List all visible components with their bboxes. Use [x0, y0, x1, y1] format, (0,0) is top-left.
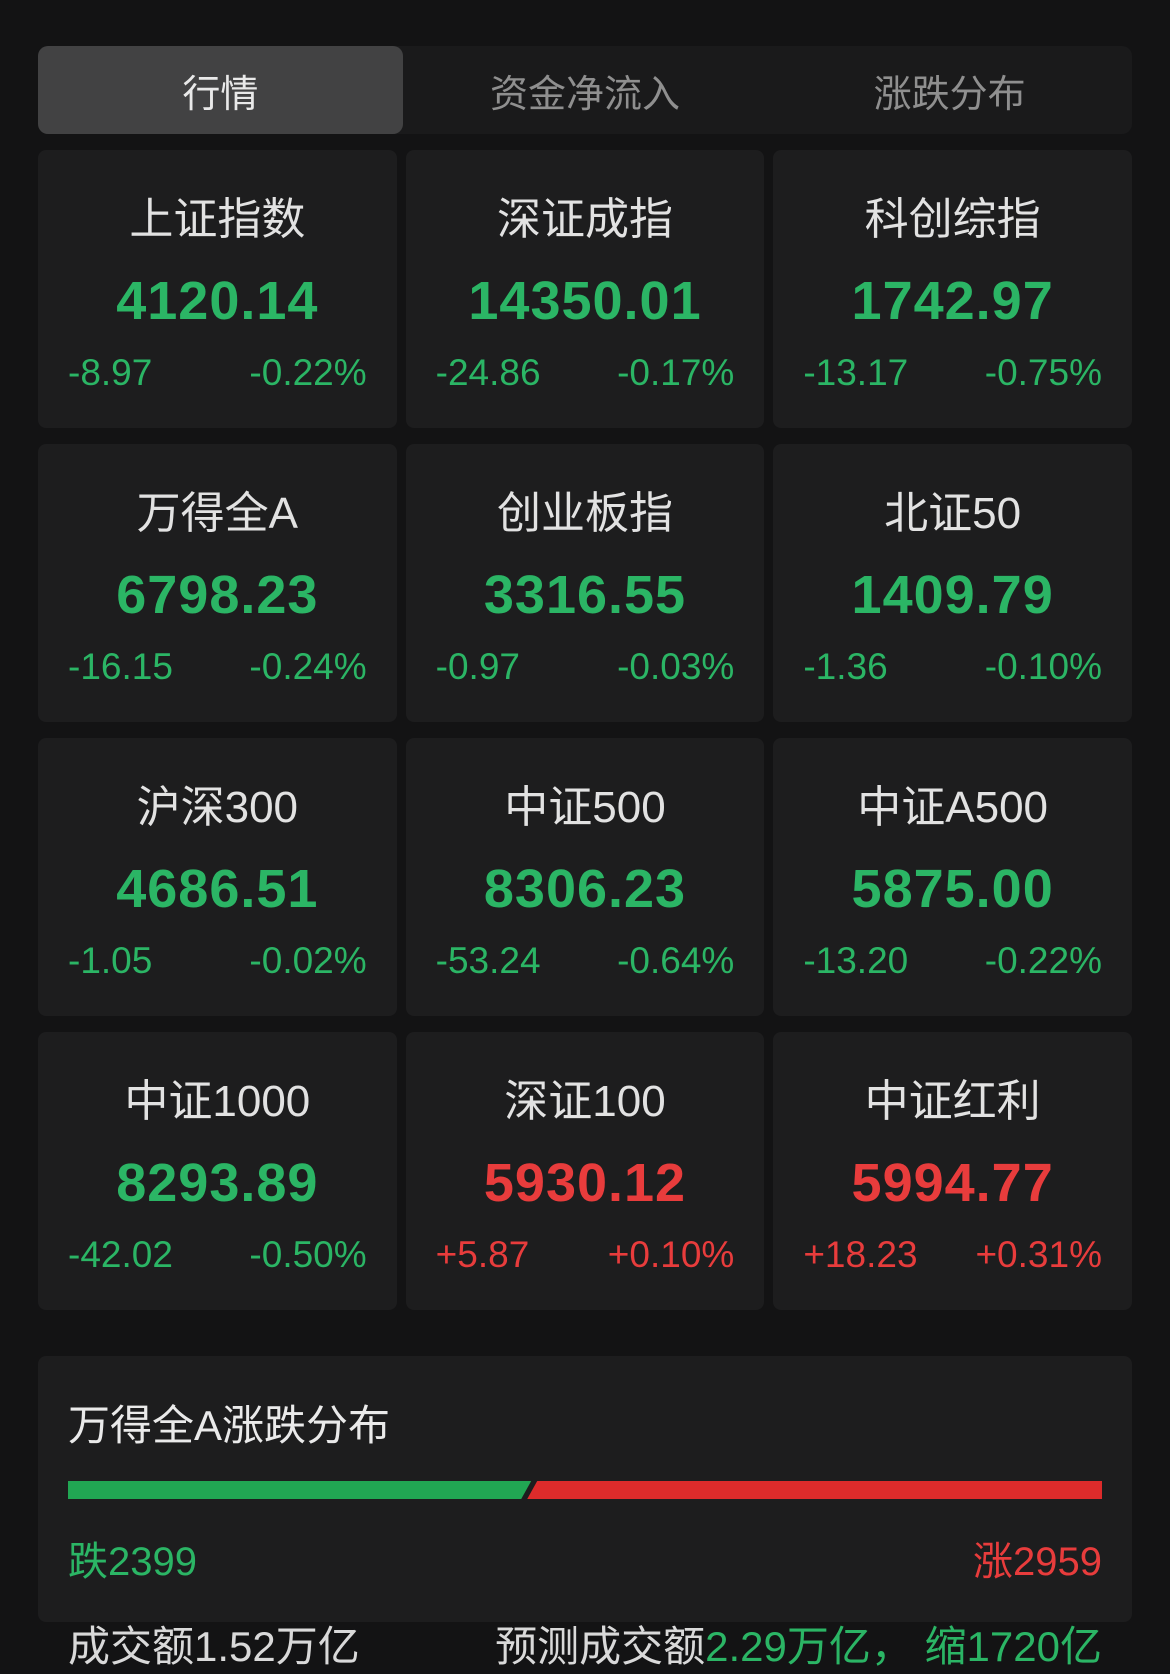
index-card[interactable]: 科创综指 1742.97 -13.17 -0.75%	[773, 150, 1132, 428]
index-value: 6798.23	[116, 565, 319, 626]
index-change: -1.36	[803, 646, 888, 687]
tab-net-inflow[interactable]: 资金净流入	[490, 73, 681, 116]
index-name: 科创综指	[864, 195, 1041, 244]
index-change: -8.97	[68, 352, 153, 393]
index-value: 4686.51	[116, 859, 319, 920]
index-value: 5930.12	[483, 1153, 687, 1214]
index-value: 8293.89	[116, 1153, 319, 1214]
index-card[interactable]: 创业板指 3316.55 -0.97 -0.03%	[405, 444, 765, 722]
decliners-count: 跌2399	[68, 1540, 197, 1584]
forecast-highlight: 2.29万亿， 缩1720亿	[705, 1623, 1102, 1670]
index-card[interactable]: 上证指数 4120.14 -8.97 -0.22%	[38, 150, 397, 428]
tab-distribution[interactable]: 涨跌分布	[873, 73, 1026, 116]
index-name: 上证指数	[129, 195, 306, 244]
index-change-pct: -0.02%	[249, 940, 367, 981]
index-change-pct: +0.31%	[975, 1234, 1102, 1275]
index-card[interactable]: 深证100 5930.12 +5.87 +0.10%	[405, 1032, 765, 1310]
index-value: 8306.23	[483, 859, 687, 920]
index-change: -13.17	[803, 352, 909, 393]
index-card[interactable]: 沪深300 4686.51 -1.05 -0.02%	[38, 738, 397, 1016]
index-name: 创业板指	[496, 489, 673, 538]
index-card[interactable]: 中证500 8306.23 -53.24 -0.64%	[405, 738, 765, 1016]
index-name: 北证50	[884, 489, 1022, 538]
index-name: 深证成指	[496, 195, 673, 244]
index-name: 中证1000	[124, 1077, 311, 1126]
index-name: 深证100	[504, 1077, 666, 1126]
index-change-pct: -0.64%	[617, 940, 735, 981]
index-change-pct: -0.17%	[617, 352, 735, 393]
forecast-text: 预测成交额2.29万亿， 缩1720亿	[495, 1613, 1102, 1674]
advance-decline-bar	[68, 1481, 1102, 1499]
index-change: -1.05	[68, 940, 153, 981]
distribution-title: 万得全A涨跌分布	[68, 1402, 391, 1449]
advance-bar-segment	[527, 1481, 1102, 1499]
index-change: -24.86	[435, 352, 541, 393]
index-value: 3316.55	[483, 565, 687, 626]
index-change: -42.02	[68, 1234, 173, 1275]
forecast-prefix: 预测成交额	[495, 1623, 706, 1670]
index-card[interactable]: 中证红利 5994.77 +18.23 +0.31%	[773, 1032, 1132, 1310]
index-change: -13.20	[803, 940, 909, 981]
index-card[interactable]: 中证A500 5875.00 -13.20 -0.22%	[773, 738, 1132, 1016]
index-change: -16.15	[68, 646, 173, 687]
index-name: 沪深300	[136, 783, 299, 832]
tab-market[interactable]: 行情	[38, 46, 403, 134]
index-change-pct: -0.24%	[249, 646, 367, 687]
index-change-pct: -0.50%	[249, 1234, 367, 1275]
index-name: 中证A500	[857, 783, 1049, 832]
index-name: 中证红利	[864, 1077, 1041, 1126]
decline-bar-segment	[68, 1481, 531, 1499]
index-card[interactable]: 北证50 1409.79 -1.36 -0.10%	[773, 444, 1132, 722]
turnover-text: 成交额1.52万亿	[68, 1623, 360, 1670]
index-change: -0.97	[435, 646, 520, 687]
index-change-pct: -0.10%	[984, 646, 1102, 687]
index-grid: 上证指数 4120.14 -8.97 -0.22% 深证成指 14350.01 …	[38, 150, 1132, 1310]
advancers-count: 涨2959	[973, 1540, 1102, 1584]
index-value: 1409.79	[851, 565, 1054, 626]
index-value: 5875.00	[851, 859, 1054, 920]
index-change: -53.24	[435, 940, 541, 981]
distribution-panel: 万得全A涨跌分布 跌2399 涨2959 成交额1.52万亿 预测成交额2.29…	[38, 1356, 1132, 1670]
index-change-pct: +0.10%	[607, 1234, 735, 1275]
index-value: 4120.14	[116, 271, 319, 332]
index-change-pct: -0.22%	[249, 352, 367, 393]
index-value: 14350.01	[468, 271, 702, 332]
index-card[interactable]: 深证成指 14350.01 -24.86 -0.17%	[405, 150, 765, 428]
index-value: 1742.97	[851, 271, 1054, 332]
tab-bar: 行情 资金净流入 涨跌分布	[38, 46, 1132, 134]
index-change: +18.23	[803, 1234, 918, 1275]
index-change-pct: -0.75%	[984, 352, 1102, 393]
index-card[interactable]: 万得全A 6798.23 -16.15 -0.24%	[38, 444, 397, 722]
index-change: +5.87	[435, 1234, 530, 1275]
index-change-pct: -0.22%	[984, 940, 1102, 981]
index-change-pct: -0.03%	[617, 646, 735, 687]
index-name: 中证500	[504, 783, 666, 832]
index-value: 5994.77	[851, 1153, 1054, 1214]
index-name: 万得全A	[136, 489, 298, 538]
index-card[interactable]: 中证1000 8293.89 -42.02 -0.50%	[38, 1032, 397, 1310]
